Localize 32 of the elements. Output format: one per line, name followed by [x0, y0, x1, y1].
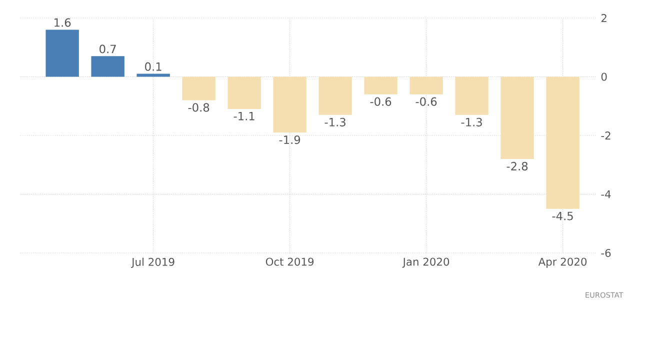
bar	[546, 76, 580, 209]
data-label: -1.9	[279, 135, 300, 144]
x-tick-label: Jul 2019	[131, 258, 174, 268]
y-tick-label: 2	[601, 14, 606, 22]
data-label: -2.8	[506, 162, 528, 171]
bar	[91, 56, 124, 77]
x-tick-label: Jan 2020	[402, 258, 450, 268]
bar	[500, 76, 534, 159]
x-tick-label: Apr 2020	[538, 258, 587, 268]
bar	[364, 76, 398, 94]
bar	[455, 76, 488, 115]
bar	[182, 76, 216, 100]
data-label: 0.1	[145, 62, 162, 71]
data-label: -0.8	[188, 103, 210, 112]
data-label: -1.3	[324, 118, 346, 126]
y-tick-label: -4	[601, 190, 611, 198]
bar	[228, 76, 261, 110]
bar	[318, 76, 352, 115]
data-label: -0.6	[416, 97, 437, 106]
bar	[273, 76, 306, 133]
data-label: 1.6	[54, 18, 71, 27]
data-label: -4.5	[552, 212, 573, 220]
data-label: -1.1	[234, 112, 254, 120]
x-tick-label: Oct 2019	[266, 258, 314, 266]
data-label: -1.3	[461, 118, 482, 126]
bar	[46, 30, 79, 77]
y-tick-label: 0	[601, 72, 607, 81]
y-tick-label: -6	[601, 248, 611, 258]
bar	[410, 76, 443, 94]
data-label: -0.6	[370, 97, 392, 106]
y-tick-label: -2	[601, 132, 610, 140]
data-label: 0.7	[100, 44, 116, 54]
